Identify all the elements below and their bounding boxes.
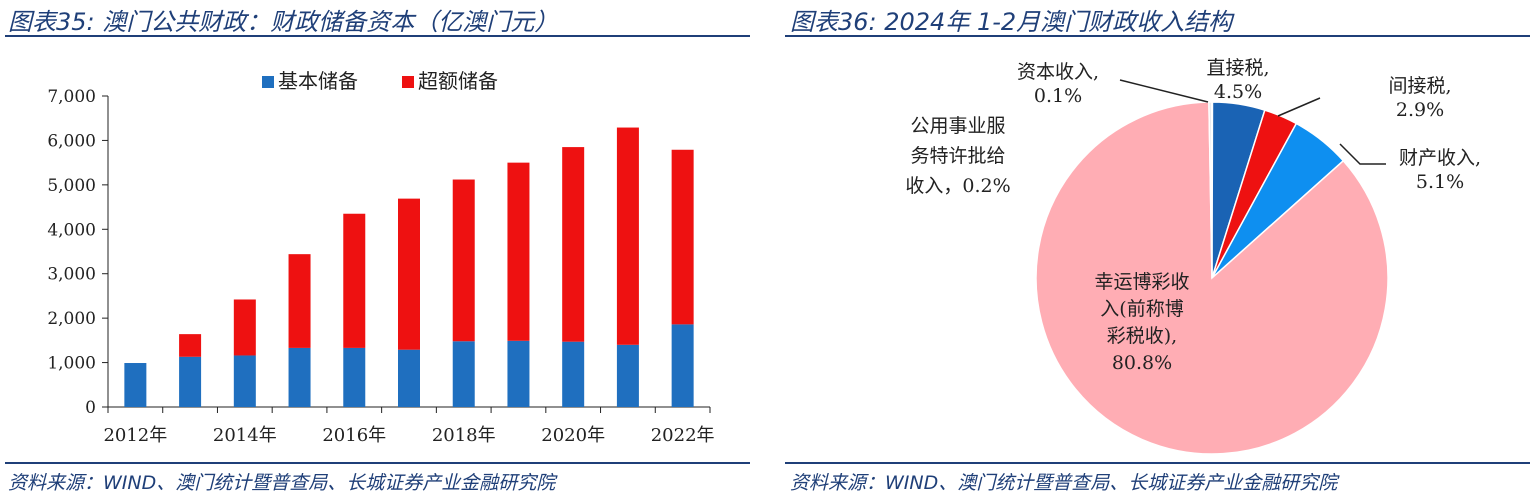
bar-basic-reserve (507, 340, 530, 407)
pie-label-line: 资本收入, (1017, 61, 1099, 83)
x-tick-label: 2020年 (541, 425, 605, 446)
legend-swatch (262, 76, 274, 88)
pie-label-line: 4.5% (1214, 81, 1262, 103)
bar-excess-reserve (179, 334, 202, 357)
bar-basic-reserve (233, 355, 256, 407)
bar-excess-reserve (288, 254, 311, 348)
bar-excess-reserve (562, 147, 585, 342)
right-title-rule (785, 35, 1530, 37)
x-tick-label: 2018年 (432, 425, 496, 446)
leader-line (1277, 97, 1321, 117)
bar-basic-reserve (288, 347, 311, 407)
revenue-pie-chart: 资本收入,0.1% 直接税,4.5% 间接税,2.9% 财产收入,5.1% 公用事业服务… (905, 57, 1481, 455)
right-source-note: 资料来源：WIND、澳门统计暨普查局、长城证券产业金融研究院 (790, 472, 1338, 494)
x-tick-label: 2016年 (322, 425, 386, 446)
pie-label-line: 0.1% (1034, 85, 1082, 107)
left-source-rule (5, 462, 750, 464)
leader-line (1339, 143, 1386, 165)
pie-label-line: 直接税, (1206, 57, 1269, 79)
bar-excess-reserve (507, 162, 530, 341)
left-title-rule (5, 35, 750, 37)
y-tick-label: 5,000 (47, 176, 96, 196)
pie-label-line: 80.8% (1112, 352, 1172, 374)
pie-label-line: 入(前称博 (1100, 298, 1183, 320)
bar-excess-reserve (452, 179, 475, 342)
bar-basic-reserve (616, 344, 639, 407)
pie-label-line: 收入，0.2% (905, 175, 1010, 197)
legend-label: 超额储备 (418, 69, 498, 93)
y-tick-label: 4,000 (47, 220, 96, 240)
pie-slice (1208, 101, 1213, 279)
y-tick-label: 1,000 (47, 354, 96, 374)
pie-label-line: 彩税收), (1107, 325, 1177, 347)
y-tick-label: 3,000 (47, 265, 96, 285)
left-chart-title: 图表35: 澳门公共财政：财政储备资本（亿澳门元） (8, 8, 559, 36)
y-tick-label: 7,000 (47, 87, 96, 107)
pie-slice (1035, 101, 1389, 455)
pie-label-line: 5.1% (1416, 171, 1464, 193)
x-tick-label: 2022年 (651, 425, 715, 446)
leader-line (1119, 79, 1209, 103)
bar-excess-reserve (616, 127, 639, 345)
pie-label-line: 间接税, (1388, 75, 1451, 97)
bar-basic-reserve (343, 347, 366, 407)
pie-label-line: 2.9% (1396, 99, 1444, 121)
y-tick-label: 0 (85, 398, 96, 418)
right-chart-title: 图表36: 2024年 1-2月澳门财政收入结构 (790, 8, 1233, 36)
bar-excess-reserve (398, 198, 420, 350)
bar-basic-reserve (398, 349, 420, 407)
x-tick-label: 2012年 (103, 425, 167, 446)
right-source-rule (785, 462, 1530, 464)
pie-label-line: 公用事业服 (910, 115, 1005, 137)
y-tick-label: 2,000 (47, 309, 96, 329)
pie-label-capital: 资本收入,0.1% (1017, 61, 1099, 107)
bar-basic-reserve (671, 324, 694, 407)
pie-label-line: 务特许批给 (910, 145, 1005, 167)
pie-label-indirect: 间接税,2.9% (1388, 75, 1451, 121)
bar-excess-reserve (343, 213, 366, 348)
pie-label-line: 幸运博彩收 (1094, 271, 1189, 293)
pie-label-direct: 直接税,4.5% (1206, 57, 1269, 103)
legend-swatch (402, 76, 414, 88)
x-tick-label: 2014年 (213, 425, 277, 446)
y-tick-label: 6,000 (47, 131, 96, 151)
bar-excess-reserve (671, 149, 694, 325)
legend-label: 基本储备 (278, 69, 358, 93)
pie-label-property: 财产收入,5.1% (1399, 147, 1481, 193)
bar-basic-reserve (452, 341, 475, 407)
bar-basic-reserve (562, 341, 585, 407)
bar-basic-reserve (124, 363, 147, 407)
bar-basic-reserve (179, 356, 202, 407)
left-source-note: 资料来源：WIND、澳门统计暨普查局、长城证券产业金融研究院 (8, 472, 556, 494)
reserve-bar-chart: 0 1,000 2,000 3,000 4,000 5,000 6,000 7,000 2012… (47, 69, 715, 446)
pie-label-line: 财产收入, (1399, 147, 1481, 169)
bar-excess-reserve (233, 299, 256, 356)
